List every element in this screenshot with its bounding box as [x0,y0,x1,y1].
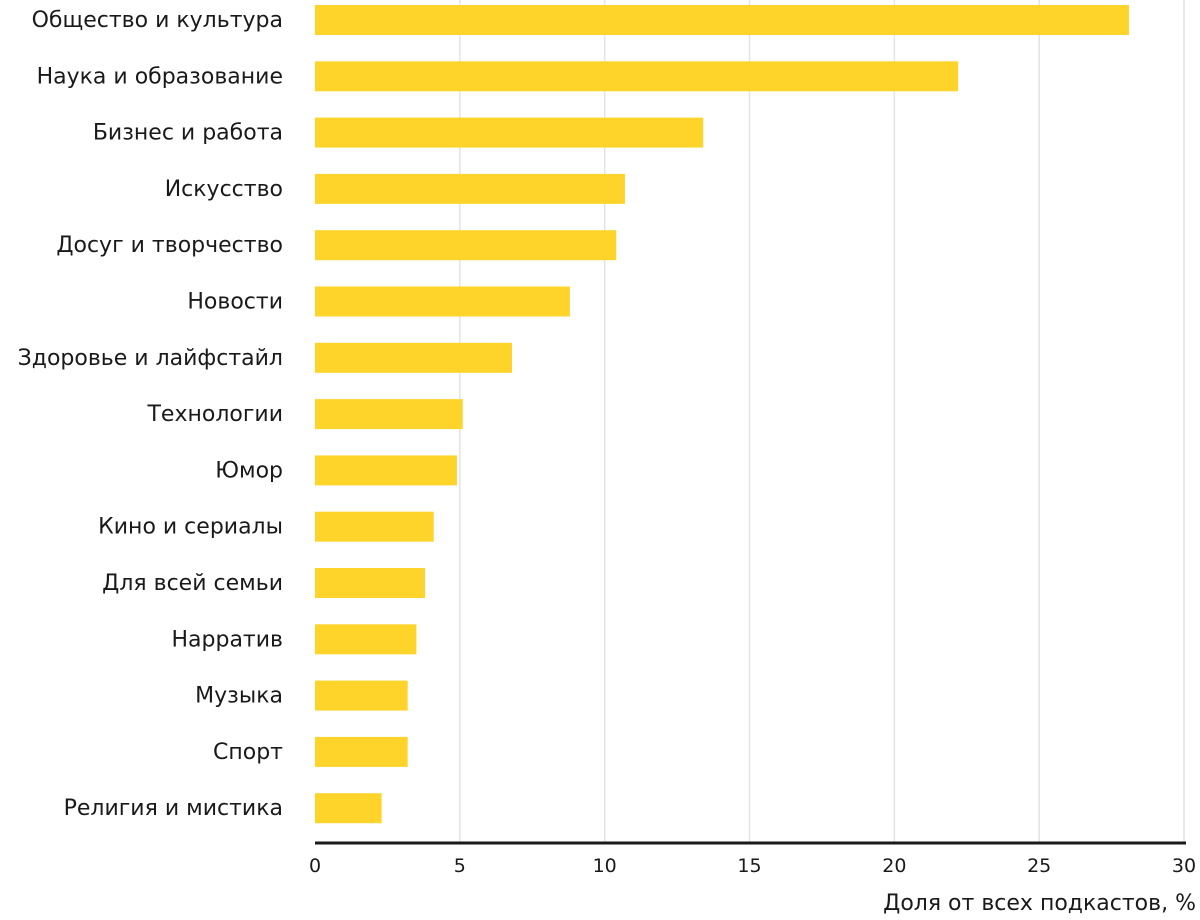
category-label: Наука и образование [37,64,283,89]
bar [315,399,463,430]
bar [315,568,426,598]
category-label: Бизнес и работа [93,121,283,146]
bar [315,736,408,767]
bar [315,793,382,824]
category-label: Для всей семьи [102,571,283,596]
bar [315,230,617,261]
x-tick-label: 15 [737,855,761,877]
bar [315,511,434,542]
category-label: Досуг и творчество [56,233,283,258]
category-label: Религия и мистика [64,796,283,821]
x-axis-title: Доля от всех подкастов, % [883,891,1196,916]
category-label: Музыка [195,684,283,709]
x-tick-labels: 0 5 10 15 20 25 30 [309,855,1196,877]
category-label: Технологии [146,402,283,427]
x-tick-label: 5 [454,855,466,877]
bar [315,624,417,655]
bar [315,286,570,317]
category-label: Здоровье и лайфстайл [18,346,283,371]
x-tick-label: 20 [882,855,906,877]
category-label: Новости [187,290,283,315]
category-labels: Общество и культура Наука и образование Би… [18,8,284,821]
bar [315,5,1129,35]
bar [315,173,625,204]
bar [315,342,512,373]
category-label: Кино и сериалы [98,515,283,540]
category-label: Искусство [165,177,283,202]
bar [315,61,959,92]
bar [315,117,704,148]
category-label: Спорт [213,740,283,765]
category-label: Общество и культура [32,8,283,33]
bar [315,680,408,711]
x-tick-label: 10 [593,855,617,877]
x-tick-label: 30 [1172,855,1196,877]
category-label: Юмор [215,458,283,483]
category-label: Нарратив [171,627,283,652]
x-tick-label: 0 [309,855,321,877]
bars [315,5,1129,824]
x-tick-label: 25 [1027,855,1051,877]
bar [315,455,457,486]
